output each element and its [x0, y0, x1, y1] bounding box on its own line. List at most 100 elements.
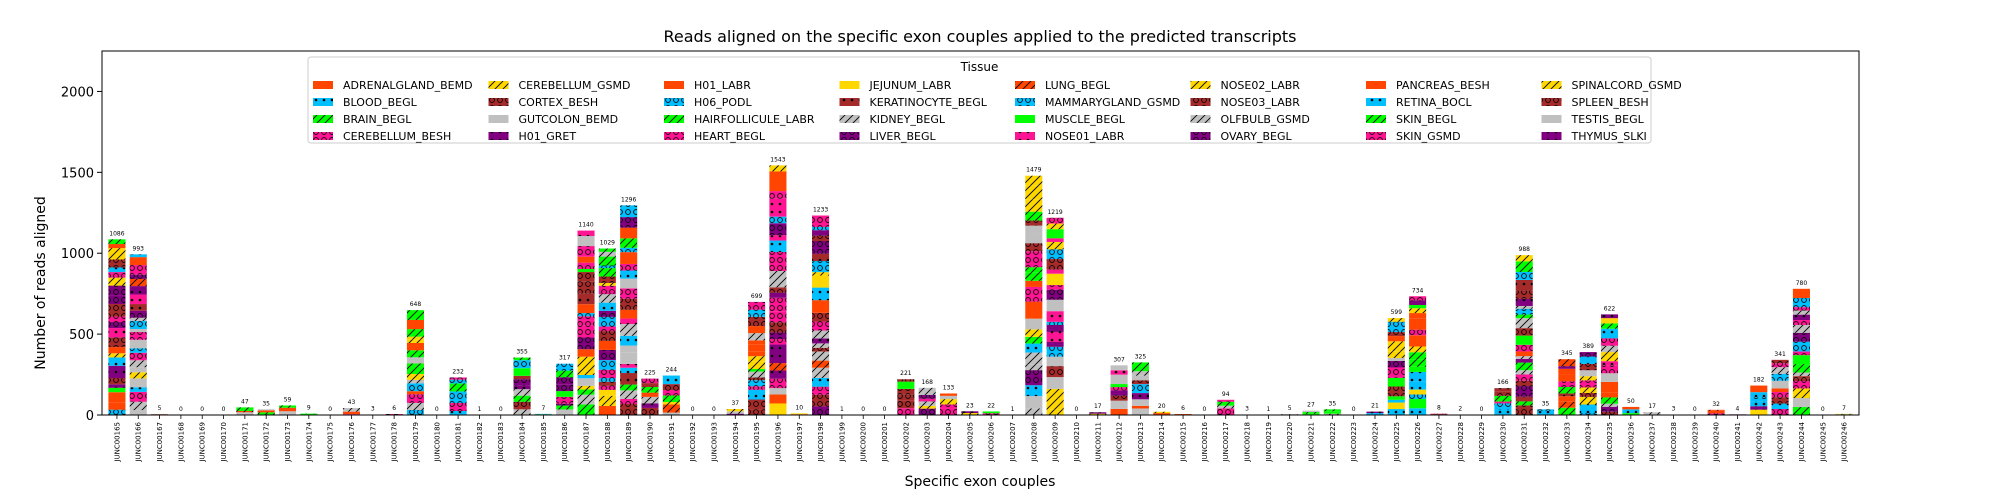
x-tick-label: JUNC00223: [1350, 422, 1358, 463]
legend-swatch: [1015, 115, 1035, 123]
bar-segment: [1409, 394, 1427, 400]
bar-segment: [897, 388, 915, 395]
bar-segment: [1600, 352, 1619, 362]
legend-entry: H06_PODL: [664, 96, 753, 109]
bar-segment: [598, 310, 616, 317]
bar-total-label: 0: [499, 406, 503, 413]
bar-segment: [1600, 328, 1619, 339]
bar-segment: [1771, 409, 1789, 415]
bar-segment: [1089, 412, 1107, 414]
x-tick-label: JUNC00197: [796, 422, 804, 463]
bar-segment: [1579, 392, 1597, 397]
legend-swatch: [1366, 132, 1386, 140]
bar-segment: [406, 357, 424, 364]
x-tick-label: JUNC00217: [1222, 422, 1230, 463]
bar-segment: [129, 367, 147, 373]
bar-segment: [108, 316, 126, 323]
bar-segment: [1409, 308, 1427, 314]
bar-segment: [769, 287, 787, 293]
bar-stack: [1750, 385, 1768, 415]
bar-segment: [513, 357, 531, 361]
bar-segment: [1771, 388, 1789, 393]
bar-segment: [1409, 329, 1427, 336]
x-tick-label: JUNC00173: [284, 422, 292, 463]
bar-segment: [1110, 370, 1128, 375]
bar-stack: [1387, 318, 1405, 415]
bar-segment: [769, 394, 787, 404]
x-tick-label: JUNC00234: [1585, 421, 1593, 462]
bar-segment: [598, 349, 616, 361]
bar-segment: [1515, 314, 1533, 319]
x-tick-label: JUNC00207: [1009, 422, 1017, 463]
bar-total-label: 221: [900, 370, 912, 377]
bar-segment: [577, 230, 595, 237]
bar-segment: [1622, 413, 1640, 415]
bar-segment: [982, 411, 1000, 414]
bar-segment: [939, 395, 958, 400]
bar-stack: [406, 310, 424, 415]
bar-segment: [620, 217, 638, 228]
bar-segment: [641, 387, 659, 393]
legend-swatch: [313, 98, 333, 106]
bar-segment: [748, 333, 766, 341]
bar-segment: [1110, 387, 1128, 391]
legend-swatch: [1541, 132, 1562, 140]
bar-stack: [662, 375, 680, 415]
bar-segment: [748, 301, 766, 310]
bar-segment: [1494, 395, 1512, 402]
bar-segment: [812, 215, 830, 227]
bar-total-label: 599: [1391, 309, 1403, 316]
legend-swatch: [488, 115, 509, 123]
bar-segment: [236, 407, 254, 411]
bar-total-label: 0: [1202, 406, 1206, 413]
bar-segment: [577, 281, 595, 294]
legend-label: CEREBELLUM_GSMD: [519, 79, 631, 92]
bar-segment: [577, 293, 595, 305]
x-tick-label: JUNC00236: [1627, 421, 1635, 462]
bar-stack: [812, 215, 830, 415]
bar-segment: [1494, 403, 1512, 410]
x-tick-label: JUNC00221: [1308, 422, 1316, 463]
bar-segment: [812, 272, 830, 276]
bar-segment: [1110, 390, 1128, 396]
x-tick-label: JUNC00220: [1286, 422, 1294, 463]
bar-total-label: 50: [1627, 398, 1635, 405]
bar-segment: [1409, 366, 1427, 372]
bar-segment: [1046, 217, 1064, 224]
bar-segment: [556, 396, 574, 404]
bar-total-label: 133: [943, 384, 955, 391]
bar-stack: [961, 411, 979, 415]
legend-label: SPLEEN_BESH: [1572, 96, 1649, 109]
bar-segment: [1515, 255, 1533, 262]
legend-entry: GUTCOLON_BEMD: [488, 113, 618, 126]
bar-segment: [1025, 370, 1043, 386]
bar-segment: [812, 312, 830, 322]
legend-swatch: [488, 81, 509, 89]
bar-segment: [1302, 410, 1320, 413]
x-tick-label: JUNC00235: [1606, 422, 1614, 463]
bar-segment: [620, 335, 638, 346]
bar-total-label: 622: [1604, 305, 1616, 312]
bar-segment: [1792, 388, 1810, 399]
bar-segment: [108, 347, 126, 354]
bar-segment: [1792, 351, 1810, 356]
bar-total-label: 27: [1307, 402, 1315, 409]
bar-segment: [1409, 371, 1427, 382]
legend-swatch: [1190, 81, 1211, 89]
bar-segment: [108, 353, 126, 358]
bar-segment: [1494, 391, 1512, 396]
bar-segment: [108, 277, 126, 286]
bar-segment: [1323, 413, 1341, 415]
bar-total-label: 1: [1011, 406, 1015, 413]
bar-segment: [897, 381, 915, 389]
bar-segment: [769, 251, 787, 271]
bar-stack: [1025, 175, 1043, 415]
x-tick-label: JUNC00245: [1819, 422, 1827, 463]
bar-segment: [620, 384, 638, 391]
bar-segment: [1579, 376, 1597, 381]
legend-swatch: [664, 81, 684, 89]
legend-title: Tissue: [960, 60, 999, 74]
bar-stack: [1494, 388, 1512, 415]
bar-stack: [1323, 409, 1341, 415]
bar-segment: [577, 320, 595, 326]
